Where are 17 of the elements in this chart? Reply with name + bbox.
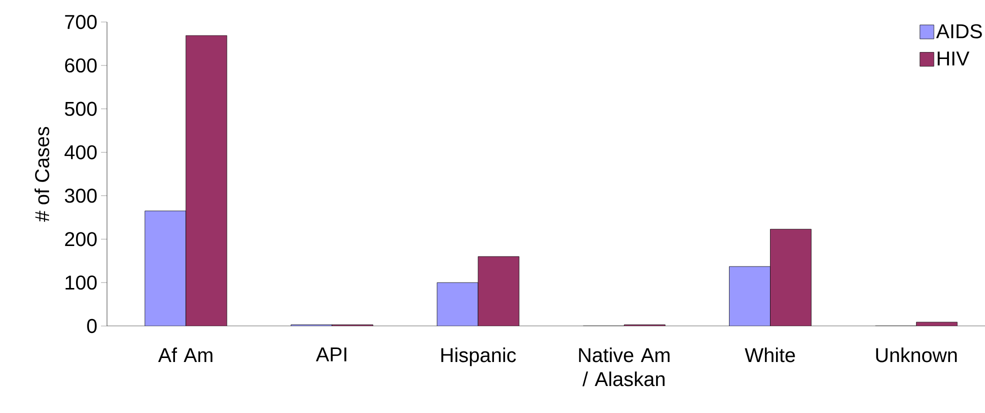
x-tick-label: Af Am bbox=[158, 348, 212, 362]
legend-label: HIV bbox=[938, 52, 970, 66]
legend-label: AIDS bbox=[936, 24, 982, 38]
y-tick-label: 300 bbox=[64, 188, 97, 203]
x-tick-label: White bbox=[744, 348, 795, 362]
x-tick-label: Native Am / Alaskan bbox=[579, 348, 670, 386]
y-tick-label: 200 bbox=[65, 232, 97, 246]
y-tick-label: 400 bbox=[64, 145, 97, 160]
y-tick-label: 0 bbox=[87, 318, 97, 334]
x-tick-label: Hispanic bbox=[441, 348, 516, 366]
x-tick-label: Unknown bbox=[876, 348, 957, 362]
x-tick-label: API bbox=[316, 348, 346, 362]
y-tick-label: 700 bbox=[65, 14, 97, 30]
y-tick-label: 500 bbox=[64, 102, 97, 116]
y-axis-title: # of Cases bbox=[34, 126, 50, 222]
y-tick-label: 100 bbox=[66, 276, 97, 290]
y-tick-label: 600 bbox=[65, 58, 97, 73]
